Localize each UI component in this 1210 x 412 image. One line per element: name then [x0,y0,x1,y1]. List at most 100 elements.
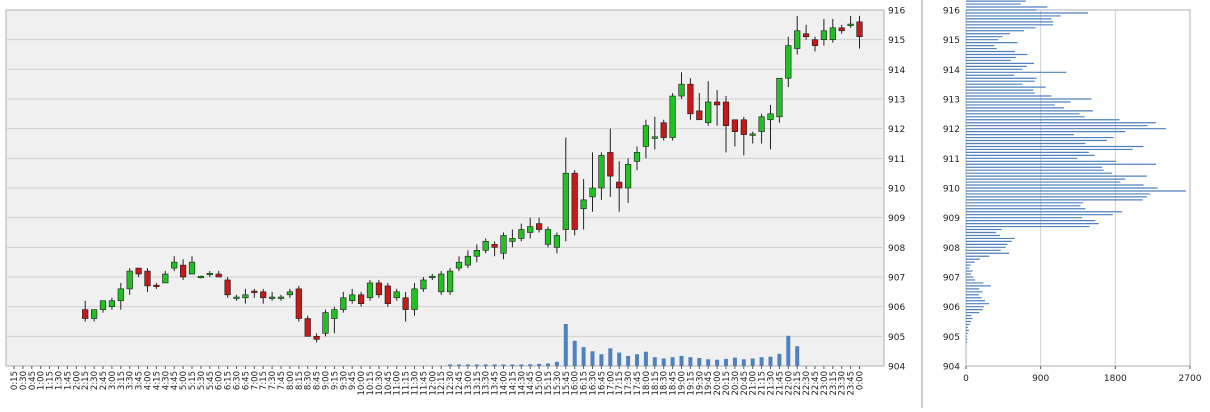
time-tick-label: 8:45 [313,371,323,390]
candle-down [731,119,738,132]
time-tick-label: 13:45 [491,371,501,396]
volume-bar [599,354,604,366]
time-tick-label: 19:45 [704,371,714,396]
time-tick-label: 19:30 [695,371,705,396]
candle-up [758,116,765,132]
time-tick-label: 17:30 [624,371,634,396]
candle-down [153,284,160,287]
time-tick-label: 18:45 [669,371,679,396]
volume-bar [706,359,711,366]
time-tick-label: 8:15 [295,371,305,390]
time-tick-label: 14:45 [526,371,536,396]
volume-bar [474,364,479,366]
time-tick-label: 2:15 [81,371,91,390]
volume-bar [768,356,773,366]
time-tick-label: 16:00 [571,371,581,396]
candle-up [393,291,400,299]
candle-down [491,244,498,248]
time-tick-label: 8:00 [286,371,296,390]
time-tick-label: 6:30 [233,371,243,390]
time-tick-label: 22:30 [802,371,812,396]
candle-up [411,288,418,310]
time-tick-label: 3:15 [117,371,127,390]
profile-price-label: 907 [943,274,960,284]
profile-price-label: 909 [943,214,960,224]
time-tick-label: 22:00 [784,371,794,396]
time-tick-label: 22:45 [811,371,821,396]
time-tick-label: 18:30 [660,371,670,396]
price-tick-label: 916 [888,7,905,17]
time-tick-label: 17:45 [633,371,643,396]
profile-price-label: 904 [943,363,960,373]
time-tick-label: 9:15 [330,371,340,390]
time-tick-label: 15:00 [535,371,545,396]
time-tick-label: 12:15 [437,371,447,396]
price-tick-label: 912 [888,125,905,135]
profile-y-axis: 904 905 906 907 908 909 910 911 912 913 914 915 916 [943,7,960,373]
time-tick-label: 13:30 [482,371,492,396]
candle-down [687,83,694,115]
volume-bar [510,364,515,366]
volume-bar [563,324,568,366]
candle-up [598,155,605,189]
candle-down [660,122,667,138]
time-tick-label: 5:45 [206,371,216,390]
profile-price-label: 908 [943,244,960,254]
volume-bars [448,324,800,366]
volume-bar [643,351,648,366]
candle-up [233,296,240,299]
volume-bar [724,358,728,366]
price-tick-label: 906 [888,303,905,313]
candle-up [117,288,124,302]
time-tick-label: 4:15 [152,371,162,390]
time-tick-label: 11:30 [411,371,421,396]
time-tick-label: 1:30 [55,371,65,390]
volume-bar [528,364,533,366]
time-tick-label: 14:00 [500,371,510,396]
time-tick-label: 13:15 [473,371,483,396]
candle-down [357,294,365,304]
time-tick-label: 10:45 [384,371,394,396]
candle-down [856,21,863,37]
price-tick-label: 910 [888,185,905,195]
candle-up [785,45,792,79]
time-tick-label: 21:45 [775,371,785,396]
candle-up [500,235,507,254]
volume-bar [465,364,470,366]
time-tick-label: 22:15 [793,371,803,396]
candle-up [482,241,489,251]
candle-up [91,309,98,319]
volume-bar [626,355,631,366]
volume-bar [688,357,693,366]
candle-up [767,113,774,121]
price-tick-label: 907 [888,274,905,284]
candle-up [126,270,133,290]
profile-price-label: 914 [943,66,960,76]
volume-bar [617,352,622,366]
price-tick-label: 913 [888,96,905,106]
candle-down [82,309,89,319]
time-tick-label: 6:45 [241,371,251,390]
volume-bar [572,340,577,366]
candle-up [429,275,436,279]
time-tick-label: 8:30 [304,371,314,390]
time-tick-label: 1:45 [63,371,73,390]
profile-price-label: 916 [943,7,960,17]
candle-up [420,279,427,290]
volume-bar [741,359,746,366]
volume-bar [635,354,639,366]
time-tick-label: 15:45 [562,371,572,396]
time-tick-label: 21:15 [758,371,768,396]
time-tick-label: 20:30 [731,371,741,396]
time-tick-label: 23:45 [847,371,857,396]
time-tick-label: 10:30 [375,371,385,396]
time-tick-label: 2:00 [72,371,82,390]
price-chart-panel: 904905906907908909910911912913914915916 … [5,7,905,396]
candle-down [144,270,151,287]
candle-up [651,136,658,139]
candle-up [544,229,552,245]
time-tick-label: 18:00 [642,371,652,396]
candle-down [402,297,409,310]
candle-up [206,272,213,276]
time-tick-label: 17:15 [615,371,625,396]
